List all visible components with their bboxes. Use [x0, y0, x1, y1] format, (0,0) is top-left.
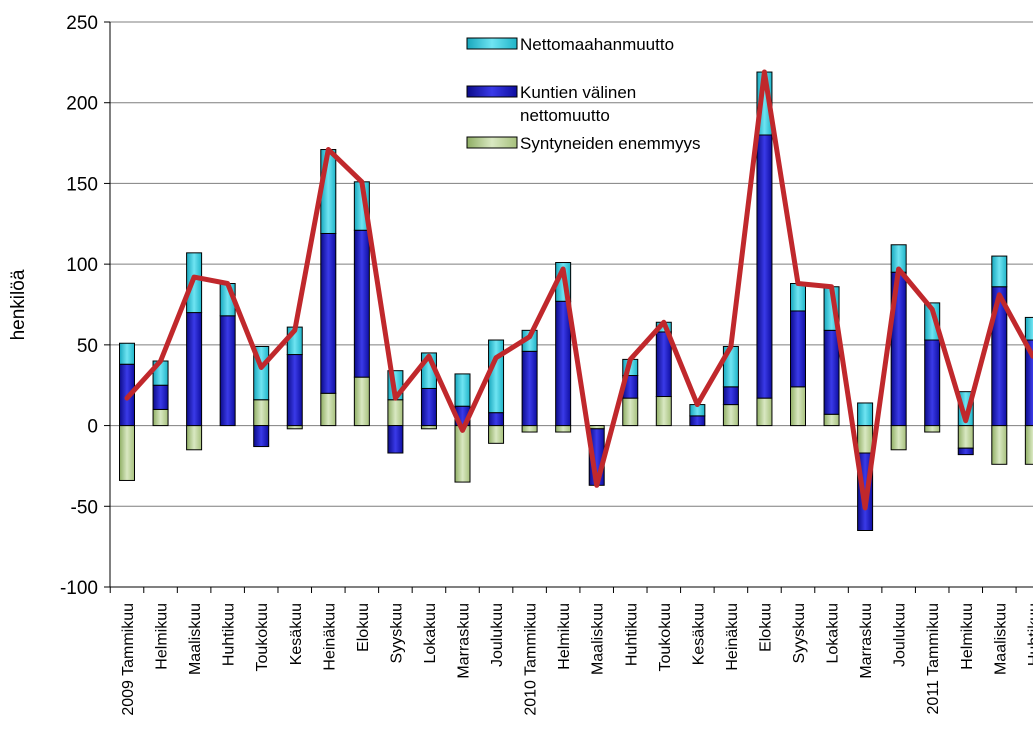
bar-segment: [454, 425, 471, 483]
x-tick-label: Elokuu: [355, 603, 372, 652]
bar-segment: [555, 300, 572, 427]
legend-label: Syntyneiden enemmyys: [520, 134, 700, 153]
bar-segment: [823, 413, 840, 427]
bar-segment: [219, 315, 236, 427]
bar-segment: [387, 425, 404, 454]
bar-segment: [924, 302, 941, 341]
bar-segment: [924, 425, 941, 433]
bar-segment: [957, 425, 974, 449]
legend-swatch: [466, 136, 518, 149]
x-tick-label: Toukokuu: [254, 603, 271, 672]
bar-segment: [152, 384, 169, 410]
bar-segment: [119, 342, 135, 365]
bar-segment: [1024, 316, 1033, 341]
bar-segment: [722, 386, 739, 406]
x-tick-label: Helmikuu: [154, 603, 171, 670]
bar-segment: [387, 399, 404, 427]
bar-segment: [555, 425, 572, 433]
y-tick-label: 150: [66, 174, 98, 195]
bar-segment: [756, 134, 773, 399]
bar-segment: [186, 312, 203, 427]
x-tick-label: Toukokuu: [657, 603, 674, 672]
x-tick-label: Marraskuu: [456, 603, 473, 679]
bar-segment: [689, 415, 706, 427]
bar-segment: [790, 283, 806, 312]
bar-segment: [622, 397, 639, 427]
x-tick-label: Helmikuu: [959, 603, 976, 670]
y-tick-label: 0: [87, 417, 98, 438]
bar-segment: [1024, 425, 1033, 465]
x-tick-label: 2011 Tammikuu: [925, 603, 942, 714]
bar-segment: [320, 392, 337, 427]
y-tick-label: -100: [60, 578, 98, 599]
x-tick-label: Marraskuu: [858, 603, 875, 679]
legend: Nettomaahanmuutto Kuntien välinen nettomuu…: [466, 35, 700, 153]
x-tick-label: Syyskuu: [388, 603, 405, 663]
x-tick-label: Maaliskuu: [992, 603, 1009, 675]
bar-segment: [353, 229, 370, 378]
x-tick-label: Heinäkuu: [724, 603, 741, 671]
bar-segment: [991, 425, 1008, 465]
legend-label: nettomuutto: [520, 106, 610, 125]
bar-segment: [488, 425, 505, 444]
x-tick-label: Lokakuu: [825, 603, 842, 664]
bar-segment: [186, 425, 203, 451]
x-tick-label: 2010 Tammikuu: [523, 603, 540, 716]
total-line-path: [124, 69, 1033, 511]
x-tick-label: Huhtikuu: [1026, 603, 1033, 666]
bar-segment: [521, 425, 538, 433]
y-tick-label: -50: [71, 497, 98, 518]
bar-segment: [286, 354, 303, 427]
y-axis-title: henkilöä: [8, 269, 29, 340]
x-tick-label: Maaliskuu: [590, 603, 607, 675]
bar-segment: [756, 397, 773, 427]
bar-segment: [119, 425, 135, 481]
x-tick-label: Lokakuu: [422, 603, 439, 664]
bar-segment: [957, 447, 974, 456]
bar-segment: [790, 386, 806, 427]
bar-segment: [353, 376, 370, 427]
y-tick-label: 100: [66, 255, 98, 276]
y-tick-label: 200: [66, 94, 98, 115]
bar-segment: [924, 339, 941, 427]
bar-segment: [890, 425, 907, 451]
x-tick-label: Kesäkuu: [690, 603, 707, 665]
bar-segment: [253, 425, 270, 448]
legend-label: Nettomaahanmuutto: [520, 35, 674, 54]
x-tick-label: Maaliskuu: [187, 603, 204, 675]
bar-segment: [790, 310, 806, 388]
bar-segment: [320, 232, 337, 394]
x-tick-label: Syyskuu: [791, 603, 808, 663]
bar-segment: [655, 396, 672, 427]
x-tick-label: Huhtikuu: [221, 603, 238, 666]
y-tick-label: 50: [77, 336, 98, 357]
bar-segment: [857, 402, 874, 427]
bar-segment: [488, 339, 505, 414]
x-tick-label: Joulukuu: [892, 603, 909, 667]
x-tick-label: Kesäkuu: [288, 603, 305, 665]
x-tick-label: Heinäkuu: [321, 603, 338, 671]
bar-segment: [152, 408, 169, 427]
bar-segment: [454, 373, 471, 407]
legend-swatch: [466, 37, 518, 50]
bar-segment: [823, 329, 840, 415]
total-line: [124, 69, 1033, 511]
bar-segment: [488, 412, 505, 427]
bar-segment: [521, 350, 538, 427]
y-tick-label: 250: [66, 13, 98, 34]
axes: -100 -50 0 50 100 150 200 250 2009 Tammikuu Helmi…: [8, 13, 1033, 716]
x-tick-label: 2009 Tammikuu: [120, 603, 137, 716]
x-tick-label: Joulukuu: [489, 603, 506, 667]
x-tick-label: Helmikuu: [556, 603, 573, 670]
legend-label: Kuntien välinen: [520, 83, 636, 102]
legend-swatch: [466, 85, 518, 98]
bar-segment: [991, 255, 1008, 288]
bar-segment: [253, 399, 270, 427]
bar-segment: [722, 404, 739, 427]
bar-segment: [420, 387, 437, 427]
bar-segment: [857, 425, 874, 454]
x-tick-label: Elokuu: [757, 603, 774, 652]
x-tick-label: Huhtikuu: [623, 603, 640, 666]
